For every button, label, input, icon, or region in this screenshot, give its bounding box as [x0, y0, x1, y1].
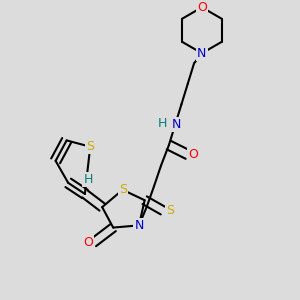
Text: O: O [188, 148, 198, 161]
Text: N: N [134, 219, 144, 232]
Text: H: H [157, 117, 167, 130]
Text: S: S [118, 183, 127, 196]
Text: S: S [86, 140, 94, 153]
Text: S: S [166, 204, 174, 217]
Text: O: O [83, 236, 93, 249]
Text: N: N [197, 47, 207, 60]
Text: O: O [197, 1, 207, 14]
Text: N: N [172, 118, 182, 131]
Text: H: H [83, 173, 93, 186]
